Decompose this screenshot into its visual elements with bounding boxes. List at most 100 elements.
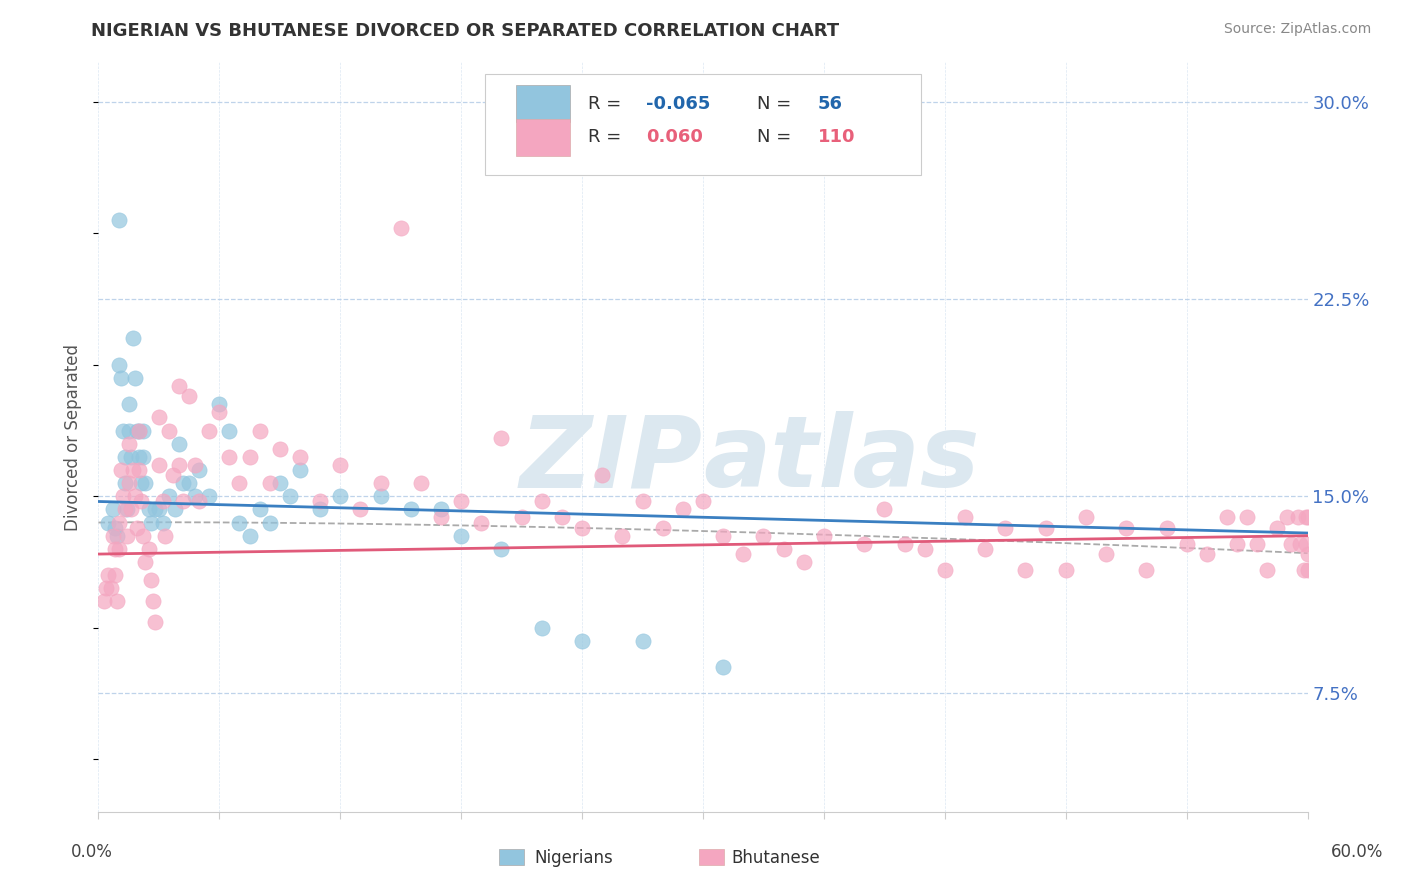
Point	[138, 502, 160, 516]
Point	[115, 502, 138, 516]
Point	[1135, 563, 1157, 577]
Point	[143, 615, 166, 630]
Point	[114, 476, 136, 491]
Text: 56: 56	[818, 95, 842, 112]
Point	[288, 463, 311, 477]
Text: R =: R =	[588, 128, 627, 146]
Point	[631, 633, 654, 648]
Point	[148, 502, 170, 516]
Text: Source: ZipAtlas.com: Source: ZipAtlas.com	[1223, 22, 1371, 37]
Text: Bhutanese: Bhutanese	[731, 849, 820, 867]
Point	[269, 476, 291, 491]
Text: 0.060: 0.060	[647, 128, 703, 146]
FancyBboxPatch shape	[516, 85, 569, 122]
Point	[530, 621, 553, 635]
Point	[142, 594, 165, 608]
Point	[105, 529, 128, 543]
Point	[152, 494, 174, 508]
Point	[107, 541, 129, 556]
Point	[470, 516, 492, 530]
Point	[97, 516, 120, 530]
Point	[198, 424, 221, 438]
Point	[853, 536, 876, 550]
Point	[711, 660, 734, 674]
Text: NIGERIAN VS BHUTANESE DIVORCED OR SEPARATED CORRELATION CHART: NIGERIAN VS BHUTANESE DIVORCED OR SEPARA…	[91, 22, 839, 40]
Point	[399, 502, 422, 516]
Point	[309, 502, 332, 516]
Point	[120, 502, 142, 516]
Point	[249, 502, 271, 516]
Point	[1074, 510, 1097, 524]
Point	[1281, 536, 1303, 550]
Point	[1277, 510, 1299, 524]
Point	[873, 502, 896, 516]
Point	[115, 529, 138, 543]
Point	[571, 521, 593, 535]
Point	[157, 489, 180, 503]
Point	[157, 424, 180, 438]
Point	[752, 529, 775, 543]
Point	[1115, 521, 1137, 535]
Point	[120, 450, 142, 464]
Point	[309, 494, 332, 508]
Point	[139, 516, 162, 530]
Point	[118, 397, 141, 411]
Point	[162, 468, 184, 483]
Point	[893, 536, 915, 550]
Point	[121, 331, 143, 345]
Point	[914, 541, 936, 556]
Point	[114, 450, 136, 464]
Point	[1054, 563, 1077, 577]
Point	[101, 529, 124, 543]
Point	[124, 371, 146, 385]
Point	[1288, 536, 1310, 550]
Point	[591, 468, 613, 483]
Point	[612, 529, 634, 543]
Point	[1035, 521, 1057, 535]
Point	[430, 510, 453, 524]
Text: atlas: atlas	[703, 411, 980, 508]
Point	[994, 521, 1017, 535]
Point	[103, 568, 125, 582]
Point	[1296, 563, 1319, 577]
Point	[1286, 510, 1309, 524]
Point	[134, 476, 156, 491]
FancyBboxPatch shape	[485, 74, 921, 175]
Text: N =: N =	[758, 128, 797, 146]
Point	[118, 476, 141, 491]
Point	[134, 555, 156, 569]
Point	[103, 521, 125, 535]
Text: Nigerians: Nigerians	[534, 849, 613, 867]
Point	[953, 510, 976, 524]
Point	[118, 424, 141, 438]
Point	[101, 502, 124, 516]
Point	[218, 424, 240, 438]
Point	[184, 458, 207, 472]
Point	[450, 529, 472, 543]
Point	[1095, 547, 1118, 561]
Point	[1267, 521, 1289, 535]
Point	[103, 541, 125, 556]
Point	[1296, 547, 1319, 561]
Point	[124, 489, 146, 503]
Point	[491, 541, 513, 556]
Point	[125, 521, 148, 535]
Text: 0.0%: 0.0%	[70, 843, 112, 861]
Point	[172, 494, 194, 508]
Point	[450, 494, 472, 508]
Point	[1216, 510, 1239, 524]
Point	[188, 494, 211, 508]
Point	[125, 424, 148, 438]
Point	[692, 494, 714, 508]
Point	[167, 379, 190, 393]
Text: R =: R =	[588, 95, 627, 112]
Point	[132, 450, 155, 464]
Point	[1014, 563, 1036, 577]
Point	[1292, 563, 1315, 577]
Point	[148, 458, 170, 472]
Point	[96, 581, 118, 595]
Point	[208, 397, 231, 411]
Point	[249, 424, 271, 438]
Point	[974, 541, 997, 556]
Point	[288, 450, 311, 464]
